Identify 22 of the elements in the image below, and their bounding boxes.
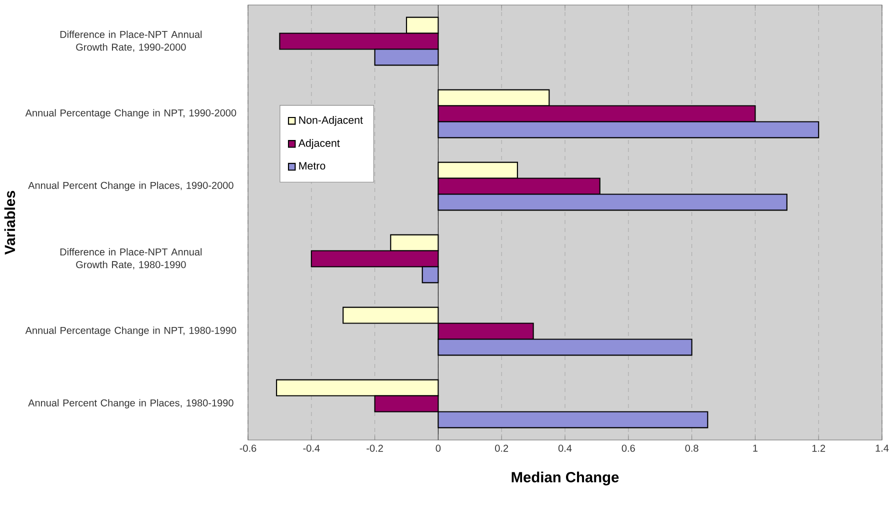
x-tick-label: 0.6: [622, 444, 635, 452]
x-tick-label: 0.4: [558, 444, 572, 452]
x-tick-label: -0.2: [366, 444, 383, 452]
y-tick-label: Annual Percentage Change in NPT, 1980-1990: [25, 326, 236, 336]
y-axis-title: Variables: [4, 190, 16, 255]
x-tick-label: 1: [753, 444, 758, 452]
legend-label: Non-Adjacent: [299, 116, 363, 126]
x-axis-title: Median Change: [512, 472, 619, 486]
y-tick-label: Difference in Place-NPT Annual Growth Rate, 1980-1990: [60, 248, 202, 270]
x-tick-label: -0.4: [303, 444, 320, 452]
legend-label: Adjacent: [298, 139, 340, 149]
x-tick-label: 1.4: [876, 444, 889, 452]
legend-label: Metro: [299, 162, 326, 170]
x-tick-label: 1.2: [812, 444, 826, 452]
y-tick-label: Difference in Place-NPT Annual Growth Rate, 1990-2000: [60, 30, 202, 52]
x-tick-label: 0: [436, 444, 441, 452]
x-tick-label: -0.6: [240, 444, 256, 452]
x-tick-label: 0.2: [495, 444, 508, 452]
x-tick-label: 0.8: [685, 444, 698, 452]
y-tick-label: Annual Percent Change in Places, 1990-2000: [28, 182, 234, 191]
y-tick-label: Annual Percentage Change in NPT, 1990-2000: [25, 109, 236, 118]
y-tick-label: Annual Percent Change in Places, 1980-1990: [28, 399, 234, 408]
